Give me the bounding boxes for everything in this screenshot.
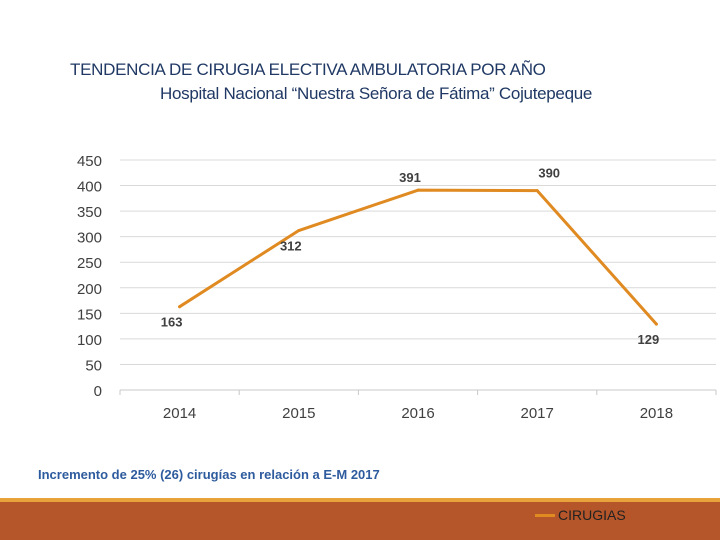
chart-subtitle: Hospital Nacional “Nuestra Señora de Fát… (160, 84, 593, 103)
footer-band (0, 502, 720, 540)
data-point (178, 305, 182, 309)
data-label: 312 (280, 239, 302, 254)
x-tick-label: 2014 (163, 405, 196, 422)
y-tick-label: 350 (77, 204, 102, 221)
x-tick-label: 2017 (521, 405, 554, 422)
y-tick-label: 250 (77, 255, 102, 272)
data-point (416, 188, 420, 192)
legend-label: CIRUGIAS (558, 507, 626, 523)
data-label: 163 (161, 315, 183, 330)
data-point (535, 189, 539, 193)
x-tick-label: 2015 (282, 405, 315, 422)
y-tick-label: 0 (94, 383, 102, 400)
y-tick-label: 400 (77, 179, 102, 196)
chart-title-block: TENDENCIA DE CIRUGIA ELECTIVA AMBULATORI… (0, 58, 720, 106)
data-point (654, 322, 658, 326)
data-label: 129 (638, 332, 660, 347)
series-line (178, 188, 658, 326)
chart-legend: CIRUGIAS (535, 507, 626, 523)
footer-rule (0, 498, 720, 502)
data-label: 391 (399, 170, 421, 185)
y-tick-label: 50 (85, 357, 102, 374)
x-tick-label: 2016 (401, 405, 434, 422)
x-tick-label: 2018 (640, 405, 673, 422)
chart-note: Incremento de 25% (26) cirugías en relac… (38, 467, 380, 482)
data-point (297, 229, 301, 233)
y-tick-label: 150 (77, 306, 102, 323)
y-tick-label: 100 (77, 332, 102, 349)
y-tick-label: 200 (77, 281, 102, 298)
y-tick-label: 300 (77, 230, 102, 247)
chart-title: TENDENCIA DE CIRUGIA ELECTIVA AMBULATORI… (70, 60, 546, 79)
y-tick-label: 450 (77, 153, 102, 170)
legend-swatch (535, 513, 555, 517)
data-label: 390 (538, 166, 560, 181)
